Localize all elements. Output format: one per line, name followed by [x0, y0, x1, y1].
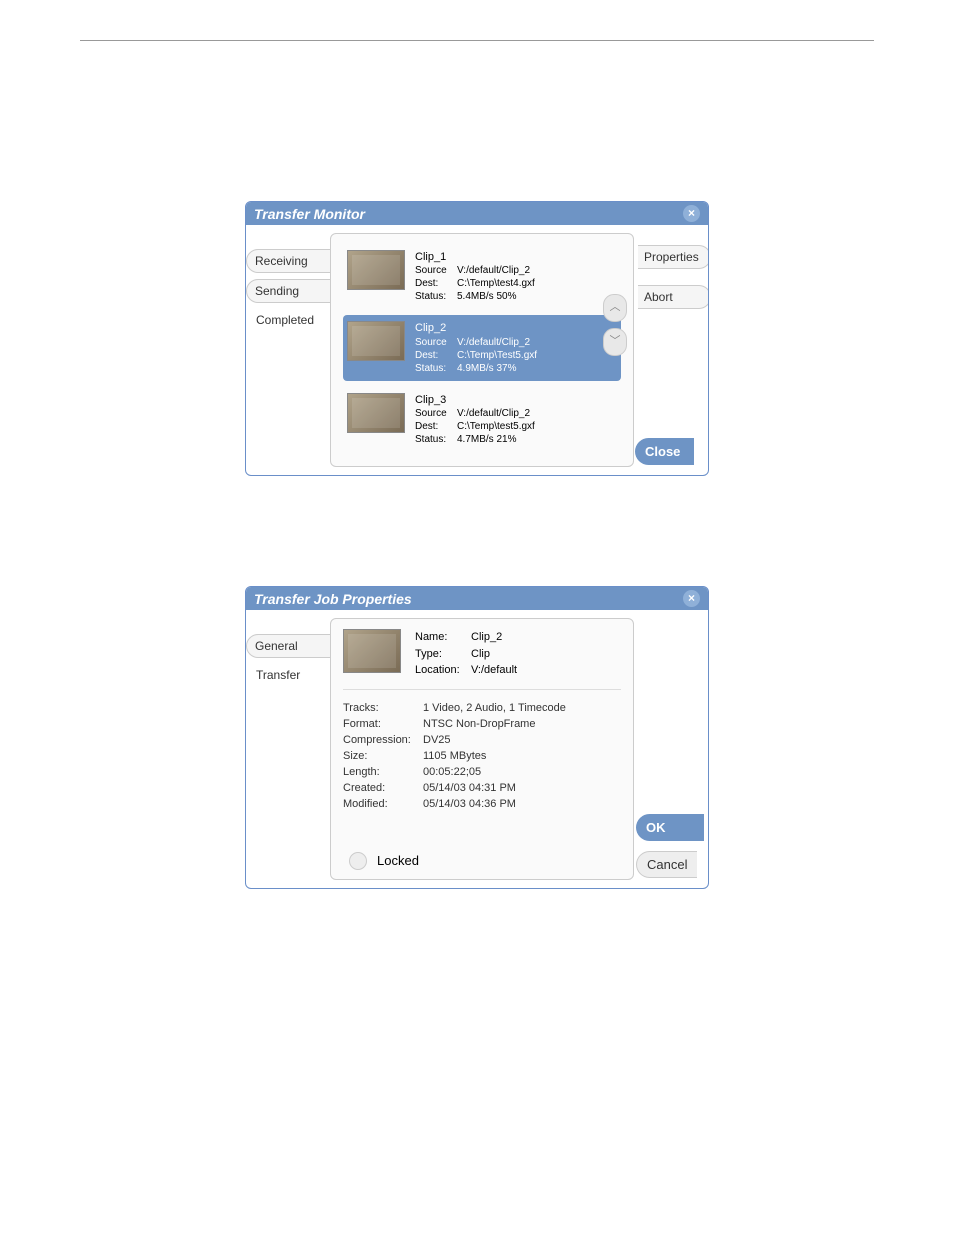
prop-value: 05/14/03 04:36 PM — [423, 798, 516, 810]
transfer-list-panel: Clip_1 SourceV:/default/Clip_2 Dest:C:\T… — [330, 233, 634, 467]
properties-title: Transfer Job Properties — [254, 591, 412, 607]
close-icon[interactable]: × — [683, 205, 700, 222]
locked-label: Locked — [377, 853, 419, 868]
tab-general[interactable]: General — [246, 634, 330, 658]
transfer-item[interactable]: Clip_2 SourceV:/default/Clip_2 Dest:C:\T… — [343, 315, 621, 380]
source-value: V:/default/Clip_2 — [457, 337, 530, 348]
prop-label: Format: — [343, 718, 423, 730]
name-label: Name: — [415, 629, 471, 646]
prop-value: 05/14/03 04:31 PM — [423, 782, 516, 794]
close-icon[interactable]: × — [683, 590, 700, 607]
clip-name: Clip_2 — [415, 321, 537, 335]
cancel-button[interactable]: Cancel — [636, 851, 697, 878]
properties-panel: Name:Clip_2 Type:Clip Location:V:/defaul… — [330, 618, 634, 880]
transfer-item[interactable]: Clip_3 SourceV:/default/Clip_2 Dest:C:\T… — [343, 387, 621, 452]
tab-sending[interactable]: Sending — [246, 279, 330, 303]
prop-value: 1 Video, 2 Audio, 1 Timecode — [423, 702, 566, 714]
properties-button[interactable]: Properties — [638, 245, 709, 269]
prop-label: Size: — [343, 750, 423, 762]
transfer-monitor-titlebar: Transfer Monitor × — [246, 202, 708, 225]
prop-label: Length: — [343, 766, 423, 778]
locked-radio[interactable] — [349, 852, 367, 870]
dest-value: C:\Temp\test4.gxf — [457, 278, 535, 289]
prop-value: 00:05:22;05 — [423, 766, 481, 778]
close-button[interactable]: Close — [635, 438, 694, 465]
status-label: Status: — [415, 433, 457, 446]
dest-value: C:\Temp\test5.gxf — [457, 421, 535, 432]
source-label: Source — [415, 264, 457, 277]
status-label: Status: — [415, 290, 457, 303]
tab-completed[interactable]: Completed — [246, 309, 330, 331]
scroll-up-icon[interactable]: ︿ — [603, 294, 627, 322]
transfer-monitor-title: Transfer Monitor — [254, 206, 365, 222]
transfer-monitor-dialog: Transfer Monitor × Receiving Sending Com… — [245, 201, 709, 476]
source-value: V:/default/Clip_2 — [457, 265, 530, 276]
source-label: Source — [415, 407, 457, 420]
ok-button[interactable]: OK — [636, 814, 704, 841]
type-label: Type: — [415, 646, 471, 663]
name-value: Clip_2 — [471, 631, 502, 643]
source-label: Source — [415, 336, 457, 349]
type-value: Clip — [471, 648, 490, 660]
transfer-item[interactable]: Clip_1 SourceV:/default/Clip_2 Dest:C:\T… — [343, 244, 621, 309]
clip-thumbnail — [343, 629, 401, 673]
prop-label: Tracks: — [343, 702, 423, 714]
properties-grid: Tracks:1 Video, 2 Audio, 1 Timecode Form… — [343, 690, 621, 812]
status-value: 4.7MB/s 21% — [457, 434, 516, 445]
dest-value: C:\Temp\Test5.gxf — [457, 350, 537, 361]
abort-button[interactable]: Abort — [638, 285, 709, 309]
source-value: V:/default/Clip_2 — [457, 408, 530, 419]
clip-thumbnail — [347, 393, 405, 433]
prop-label: Compression: — [343, 734, 423, 746]
prop-label: Created: — [343, 782, 423, 794]
status-value: 5.4MB/s 50% — [457, 291, 516, 302]
status-value: 4.9MB/s 37% — [457, 363, 516, 374]
prop-label: Modified: — [343, 798, 423, 810]
tab-receiving[interactable]: Receiving — [246, 249, 330, 273]
clip-thumbnail — [347, 250, 405, 290]
properties-titlebar: Transfer Job Properties × — [246, 587, 708, 610]
transfer-job-properties-dialog: Transfer Job Properties × General Transf… — [245, 586, 709, 889]
scrollbar[interactable]: ︿ ﹀ — [603, 294, 627, 356]
prop-value: DV25 — [423, 734, 451, 746]
location-value: V:/default — [471, 664, 517, 676]
location-label: Location: — [415, 662, 471, 679]
clip-thumbnail — [347, 321, 405, 361]
dest-label: Dest: — [415, 349, 457, 362]
status-label: Status: — [415, 362, 457, 375]
dest-label: Dest: — [415, 277, 457, 290]
scroll-down-icon[interactable]: ﹀ — [603, 328, 627, 356]
prop-value: NTSC Non-DropFrame — [423, 718, 535, 730]
dest-label: Dest: — [415, 420, 457, 433]
clip-name: Clip_3 — [415, 393, 535, 407]
tab-transfer[interactable]: Transfer — [246, 664, 330, 686]
clip-name: Clip_1 — [415, 250, 535, 264]
prop-value: 1105 MBytes — [423, 750, 486, 762]
